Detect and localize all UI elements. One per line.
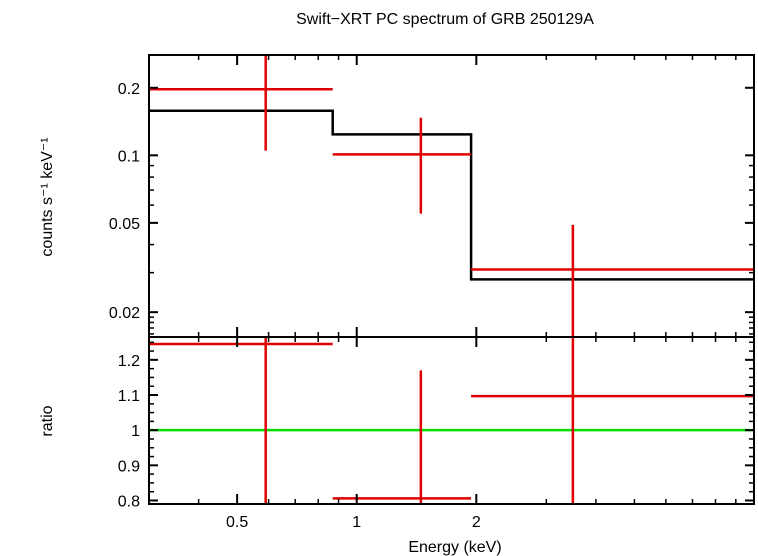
chart-title: Swift−XRT PC spectrum of GRB 250129A [296, 11, 594, 28]
spectrum-point-3 [471, 224, 754, 337]
top-y-axis-label: counts s⁻¹ keV⁻¹ [39, 137, 56, 256]
x-axis-label: Energy (keV) [408, 539, 501, 556]
x-tick-label: 0.5 [226, 514, 248, 531]
top-y-tick-label: 0.1 [118, 148, 140, 165]
spectrum-point-2 [332, 117, 472, 214]
top-y-tick-label: 0.2 [118, 81, 140, 98]
x-tick-label: 1 [352, 514, 361, 531]
ratio-point-1 [149, 337, 333, 504]
bottom-y-tick-label: 0.9 [118, 458, 140, 475]
top-y-tick-label: 0.02 [109, 305, 140, 322]
ratio-point-3 [471, 337, 754, 504]
bottom-y-tick-label: 1 [131, 423, 140, 440]
x-tick-label: 2 [472, 514, 481, 531]
bottom-y-tick-label: 1.2 [118, 353, 140, 370]
top-panel: 0.2 0.1 0.05 0.02 [109, 54, 755, 338]
top-y-tick-label: 0.05 [109, 216, 140, 233]
bottom-panel: 1.2 1.1 1 0.9 0.8 [118, 336, 755, 510]
bottom-y-axis-label: ratio [39, 405, 56, 436]
x-axis: 0.5 1 2 [148, 55, 737, 531]
spectrum-point-1 [149, 55, 333, 151]
bottom-y-tick-label: 1.1 [118, 388, 140, 405]
bottom-y-tick-label: 0.8 [118, 493, 140, 510]
ratio-point-2 [332, 370, 472, 504]
model-histogram [149, 109, 754, 281]
